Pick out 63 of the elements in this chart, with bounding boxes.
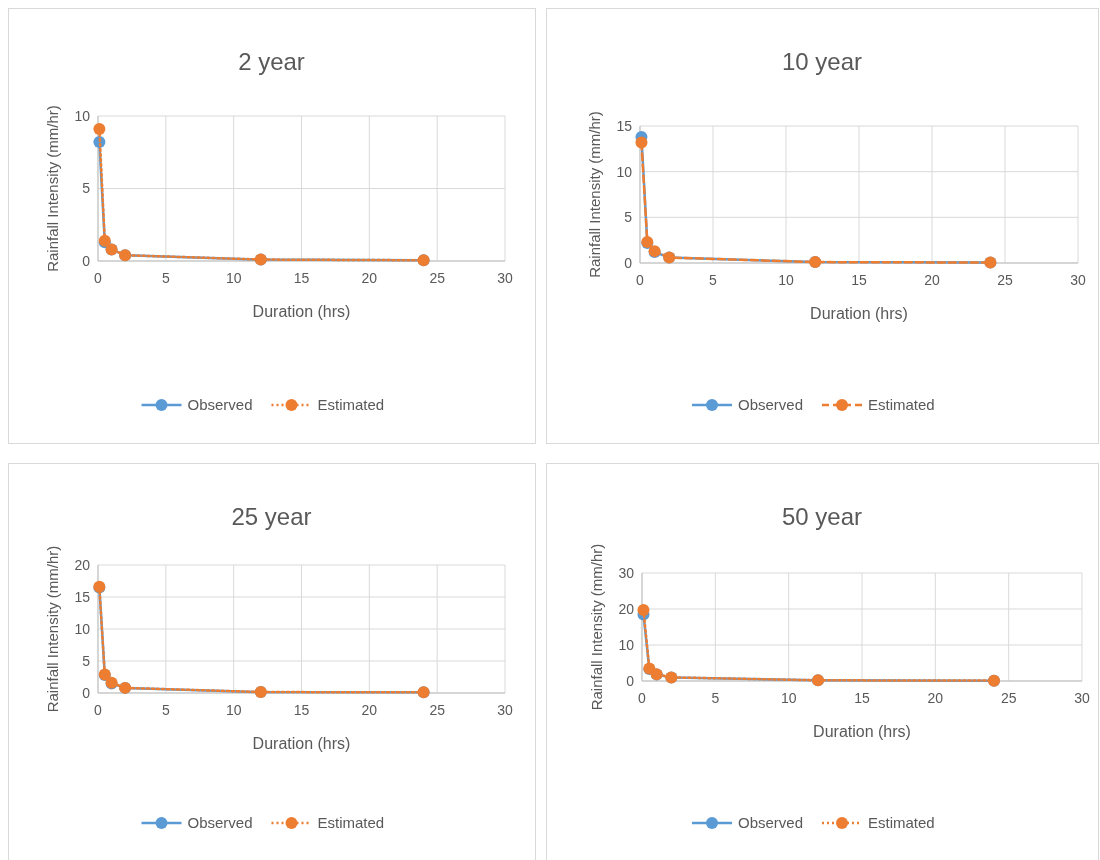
x-tick-label: 30 xyxy=(1074,690,1090,706)
chart-title: 50 year xyxy=(781,503,863,530)
y-tick-label: 0 xyxy=(626,672,635,689)
y-tick-label: 10 xyxy=(74,620,91,637)
legend-label: Estimated xyxy=(868,396,935,414)
x-tick-label: 0 xyxy=(638,690,647,706)
y-axis-title: Rainfall Intensity (mm/hr) xyxy=(44,545,61,713)
x-axis-title: Duration (hrs) xyxy=(813,723,911,740)
y-axis-title: Rainfall Intensity (mm/hr) xyxy=(44,105,61,272)
x-axis-title: Duration (hrs) xyxy=(252,735,351,752)
x-tick-label: 10 xyxy=(780,690,797,706)
x-tick-label: 25 xyxy=(997,272,1013,288)
y-tick-label: 10 xyxy=(616,163,633,180)
x-tick-label: 25 xyxy=(1000,690,1017,706)
legend-label: Observed xyxy=(738,814,804,832)
y-tick-label: 15 xyxy=(616,117,633,134)
y-tick-label: 5 xyxy=(82,180,91,197)
x-tick-label: 25 xyxy=(429,702,446,718)
y-tick-label: 20 xyxy=(74,556,91,573)
x-tick-label: 5 xyxy=(161,702,170,718)
x-tick-label: 10 xyxy=(225,270,242,286)
y-tick-label: 20 xyxy=(618,600,635,617)
y-axis-title: Rainfall Intensity (mm/hr) xyxy=(586,111,603,278)
x-tick-label: 0 xyxy=(94,702,103,718)
y-tick-label: 0 xyxy=(624,254,633,271)
chart-title: 10 year xyxy=(781,48,863,75)
x-tick-label: 5 xyxy=(709,272,718,288)
chart-title: 25 year xyxy=(231,503,312,530)
y-tick-label: 30 xyxy=(618,564,635,581)
legend-label: Estimated xyxy=(868,814,935,832)
legend-label: Observed xyxy=(738,396,804,414)
x-tick-label: 20 xyxy=(924,272,940,288)
x-tick-label: 15 xyxy=(293,270,310,286)
y-axis-title: Rainfall Intensity (mm/hr) xyxy=(588,543,605,711)
x-tick-label: 0 xyxy=(94,270,103,286)
x-tick-label: 30 xyxy=(497,270,513,286)
y-tick-label: 10 xyxy=(618,636,635,653)
legend-label: Estimated xyxy=(317,814,385,832)
x-tick-label: 20 xyxy=(361,702,378,718)
x-tick-label: 30 xyxy=(497,702,513,718)
y-tick-label: 15 xyxy=(74,588,91,605)
x-axis-title: Duration (hrs) xyxy=(810,305,908,322)
x-tick-label: 15 xyxy=(851,272,867,288)
x-tick-label: 10 xyxy=(225,702,242,718)
x-tick-label: 5 xyxy=(711,690,720,706)
x-tick-label: 0 xyxy=(636,272,645,288)
x-tick-label: 15 xyxy=(854,690,870,706)
x-axis-title: Duration (hrs) xyxy=(252,303,351,320)
chart-title: 2 year xyxy=(238,48,305,75)
legend-label: Observed xyxy=(187,814,253,832)
x-tick-label: 20 xyxy=(361,270,378,286)
x-tick-label: 10 xyxy=(778,272,794,288)
y-tick-label: 0 xyxy=(82,252,91,269)
x-tick-label: 5 xyxy=(161,270,170,286)
x-tick-label: 15 xyxy=(293,702,310,718)
y-tick-label: 5 xyxy=(82,652,91,669)
x-tick-label: 25 xyxy=(429,270,446,286)
y-tick-label: 10 xyxy=(74,107,91,124)
legend-label: Observed xyxy=(187,396,253,414)
legend-label: Estimated xyxy=(317,396,385,414)
x-tick-label: 30 xyxy=(1070,272,1086,288)
y-tick-label: 5 xyxy=(624,209,633,226)
x-tick-label: 20 xyxy=(927,690,944,706)
